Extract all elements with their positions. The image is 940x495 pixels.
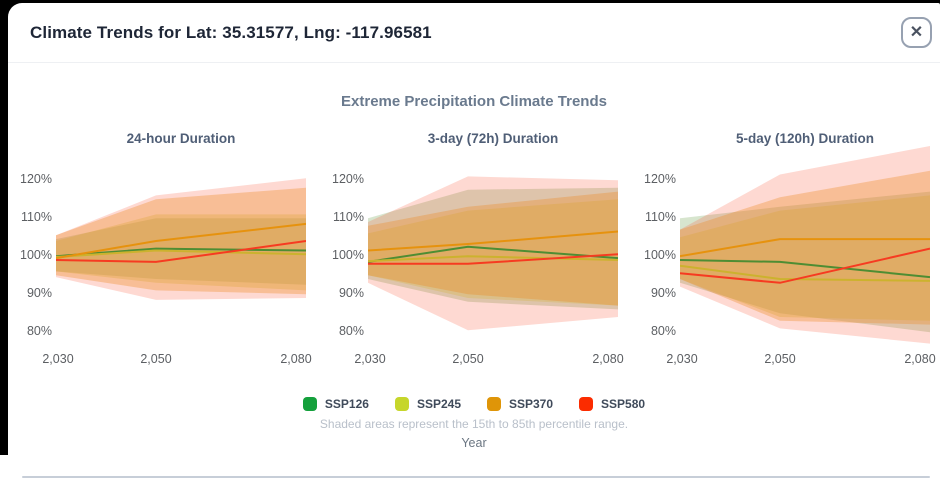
- x-axis-label: Year: [461, 436, 487, 450]
- x-tick-label: 2,080: [280, 352, 312, 366]
- line-ssp580: [56, 240, 306, 263]
- y-tick-label: 120%: [332, 172, 364, 187]
- legend-swatch-icon: [487, 397, 501, 411]
- y-tick-label: 120%: [20, 172, 52, 187]
- band-ssp580: [680, 146, 930, 344]
- panel-plot: [56, 178, 306, 300]
- line-ssp126: [56, 247, 306, 258]
- band-ssp370: [56, 187, 306, 295]
- chart-panel-1: 24-hour Duration 120% 110% 100% 90% 80% 2,030 2…: [12, 127, 312, 372]
- legend-item-ssp580: SSP580: [579, 397, 645, 411]
- chart-panel-3: 5-day (120h) Duration 120% 110% 100% 90% 80% 2…: [636, 127, 936, 372]
- chart-panel-2: 3-day (72h) Duration 120% 110% 100% 90% 80% 2,…: [324, 127, 624, 372]
- y-tick-label: 110%: [20, 210, 52, 225]
- band-ssp245: [368, 199, 618, 306]
- y-tick-label: 80%: [26, 324, 52, 339]
- band-ssp370: [680, 170, 930, 325]
- chart-legend: SSP126 SSP245 SSP370 SSP580: [8, 396, 940, 412]
- panel-title: 3-day (72h) Duration: [427, 131, 559, 146]
- page-footer: [0, 455, 940, 495]
- y-tick-label: 100%: [332, 248, 364, 263]
- line-ssp126: [368, 245, 618, 263]
- y-tick-label: 100%: [644, 248, 676, 263]
- band-ssp245: [680, 195, 930, 321]
- line-ssp580: [680, 247, 930, 284]
- x-tick-label: 2,080: [592, 352, 624, 366]
- x-tick-label: 2,030: [42, 352, 74, 366]
- y-tick-label: 80%: [338, 324, 364, 339]
- legend-swatch-icon: [394, 397, 409, 411]
- line-ssp580: [368, 253, 618, 265]
- line-ssp245: [368, 255, 618, 263]
- y-tick-label: 80%: [650, 324, 676, 339]
- modal-title: Climate Trends for Lat: 35.31577, Lng: -…: [30, 22, 432, 42]
- panel-title: 5-day (120h) Duration: [735, 131, 875, 146]
- y-tick-label: 100%: [20, 248, 52, 263]
- line-ssp245: [56, 249, 306, 258]
- line-ssp370: [680, 238, 930, 258]
- panel-plot: [680, 146, 930, 344]
- band-ssp126: [680, 191, 930, 333]
- panel-title: 24-hour Duration: [126, 131, 236, 146]
- legend-item-ssp126: SSP126: [302, 397, 369, 411]
- legend-label: SSP580: [601, 397, 646, 411]
- legend-item-ssp245: SSP245: [394, 397, 461, 411]
- x-tick-label: 2,050: [140, 352, 172, 366]
- percentile-note: Shaded areas represent the 15th to 85th …: [319, 417, 629, 431]
- legend-label: SSP245: [416, 397, 461, 411]
- chart-title: Extreme Precipitation Climate Trends: [341, 93, 607, 110]
- x-tick-label: 2,050: [764, 352, 796, 366]
- y-tick-label: 110%: [332, 210, 364, 225]
- close-button[interactable]: ✕: [901, 17, 932, 48]
- panel-plot: [368, 176, 618, 331]
- legend-swatch-icon: [302, 397, 317, 411]
- legend-swatch-icon: [579, 397, 594, 411]
- climate-trends-modal: Climate Trends for Lat: 35.31577, Lng: -…: [8, 3, 940, 455]
- line-ssp126: [680, 259, 930, 279]
- footer-divider: [22, 476, 930, 478]
- legend-item-ssp370: SSP370: [487, 397, 553, 411]
- line-ssp370: [368, 230, 618, 252]
- y-tick-label: 120%: [644, 172, 676, 187]
- y-tick-label: 90%: [26, 286, 52, 301]
- x-tick-label: 2,030: [354, 352, 386, 366]
- x-tick-label: 2,030: [666, 352, 698, 366]
- band-ssp580: [368, 176, 618, 331]
- legend-label: SSP370: [509, 397, 554, 411]
- y-tick-label: 110%: [644, 210, 676, 225]
- y-tick-label: 90%: [650, 286, 676, 301]
- panels-row: 24-hour Duration 120% 110% 100% 90% 80% 2,030 2…: [8, 127, 940, 372]
- x-tick-label: 2,080: [904, 352, 936, 366]
- modal-header: Climate Trends for Lat: 35.31577, Lng: -…: [8, 3, 940, 63]
- legend-label: SSP126: [324, 397, 369, 411]
- line-ssp370: [56, 222, 306, 260]
- x-tick-label: 2,050: [452, 352, 484, 366]
- y-tick-label: 90%: [338, 286, 364, 301]
- band-ssp245: [56, 214, 306, 291]
- line-ssp245: [680, 264, 930, 282]
- close-icon: ✕: [909, 23, 924, 41]
